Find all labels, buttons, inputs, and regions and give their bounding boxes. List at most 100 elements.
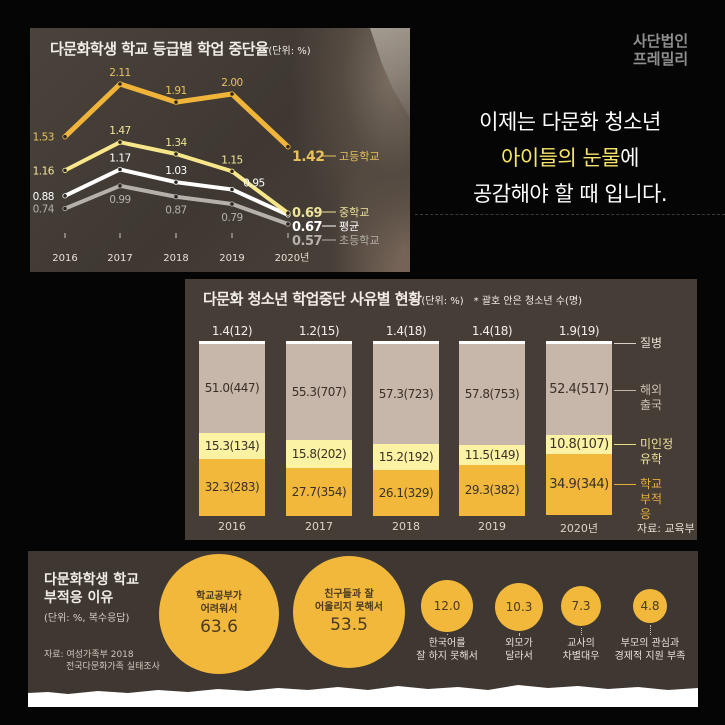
data-point (62, 193, 68, 199)
bar-segment-질병 (546, 341, 612, 344)
bar-segment-해외-출국: 52.4(517) (546, 344, 612, 436)
bar-year-label: 2020년 (559, 522, 599, 535)
data-point (229, 168, 235, 174)
bar-segment-미인정-유학: 15.2(192) (373, 443, 439, 471)
data-point (229, 201, 235, 207)
bubble-value: 63.6 (200, 617, 238, 637)
data-point (173, 179, 179, 185)
bar-segment-질병 (199, 341, 265, 344)
bubble-leader (581, 628, 582, 635)
data-point (229, 186, 235, 193)
bar-chart-unit: (단위: %) (421, 296, 464, 307)
bubble-label: 어려워서 (200, 604, 238, 615)
bar-top-label: 1.4(12) (211, 324, 253, 338)
bubble-value: 10.3 (505, 600, 533, 614)
bar-segment-미인정-유학: 15.8(202) (286, 440, 352, 468)
bubble-chart-source: 자료: 여성가족부 2018 전국다문화가족 실태조사 (44, 649, 160, 673)
bar-segment-미인정-유학: 10.8(107) (546, 435, 612, 454)
bubble-chart-unit: (단위: %, 복수응답) (44, 613, 130, 624)
bubble-caption-line: 달라서 (505, 651, 533, 662)
bubble-label: 친구들과 잘 (324, 589, 374, 600)
value-label: 0.95 (243, 177, 264, 189)
bubble-caption-line: 교사의 (567, 638, 595, 649)
bar-chart-source: 자료: 교육부 (637, 522, 695, 535)
data-point (62, 167, 68, 173)
decorative-divider (415, 214, 725, 216)
legend-label-고등학교: 고등학교 (339, 150, 379, 163)
value-label: 1.53 (33, 132, 54, 144)
data-point (117, 166, 123, 173)
legend-maladjustment: 학교 부적응 (640, 477, 663, 521)
bubble-source-line1: 자료: 여성가족부 2018 (44, 650, 134, 660)
bubble-label: 어울리지 못해서 (315, 602, 383, 613)
x-axis-label: 2017 (107, 253, 132, 264)
legend-label-평균: 평균 (339, 220, 359, 233)
end-value-label: 1.42 (292, 149, 325, 165)
line-chart-title: 다문화학생 학교 등급별 학업 중단율(단위: %) (50, 38, 311, 59)
bar-top-label: 1.4(18) (471, 324, 513, 338)
line-chart-unit: (단위: %) (268, 46, 311, 57)
bar-segment-학교-부적응: 26.1(329) (373, 470, 439, 516)
bar-top-label: 1.4(18) (385, 324, 427, 338)
bubble-caption-line: 부모의 관심과 (620, 638, 680, 649)
end-value-label: 0.67 (292, 220, 323, 235)
bubble-value: 53.5 (330, 615, 368, 635)
value-label: 0.74 (33, 204, 55, 216)
headline-line3: 공감해야 할 때 입니다. (472, 182, 668, 206)
bubble-chart-panel: 다문화학생 학교 부적응 이유 (단위: %, 복수응답) 자료: 여성가족부 … (28, 551, 698, 707)
bubble-3: 12.0 (421, 580, 473, 632)
torn-paper-edge (28, 685, 698, 707)
x-axis-label: 2020년 (275, 252, 310, 264)
legend-leader-study (614, 444, 636, 445)
bubble-value: 7.3 (571, 599, 591, 613)
bar-segment-학교-부적응: 34.9(344) (546, 453, 612, 515)
bubble-label: 학교공부가 (196, 591, 242, 602)
bubble-title-line1: 다문화학생 학교 (44, 572, 140, 588)
bar-segment-질병 (286, 341, 352, 344)
bubble-caption-line: 잘 하지 못해서 (416, 651, 478, 662)
bubble-caption-line: 경제적 지원 부족 (614, 651, 686, 662)
data-point (117, 81, 123, 87)
value-label: 0.88 (33, 191, 54, 203)
bar-segment-미인정-유학: 11.5(149) (459, 444, 525, 465)
data-point (117, 183, 123, 189)
data-point (173, 151, 179, 157)
legend-abroad: 해외 출국 (640, 383, 663, 412)
value-label: 1.16 (33, 165, 55, 177)
line-chart-plot: 2016 2017 2018 2019 2020년 1.53 2.11 1.91 2.00 1.4… (33, 67, 380, 264)
bubble-4: 10.3 (495, 583, 543, 631)
headline: 이제는 다문화 청소년 아이들의 눈물에 공감해야 할 때 입니다. (420, 104, 720, 212)
bar-segment-해외-출국: 57.8(753) (459, 344, 525, 445)
headline-line2-rest: 에 (620, 146, 639, 170)
headline-line1: 이제는 다문화 청소년 (479, 110, 661, 134)
logo-line1: 사단법인 (633, 32, 689, 50)
legend-leader-maladj (614, 484, 636, 485)
value-label: 1.91 (165, 85, 186, 97)
bar-segment-학교-부적응: 32.3(283) (199, 459, 265, 516)
value-label: 0.79 (221, 212, 242, 224)
bubble-caption: 한국어를 잘 하지 못해서 (397, 637, 497, 663)
value-label: 1.34 (165, 137, 187, 149)
line-chart-panel: 다문화학생 학교 등급별 학업 중단율(단위: %) 2016 2017 2018 2… (30, 28, 410, 272)
data-point (173, 99, 179, 105)
end-value-label: 0.57 (292, 234, 323, 249)
line-chart-title-text: 다문화학생 학교 등급별 학업 중단율 (50, 40, 269, 58)
bubble-leader (650, 625, 651, 635)
bar-chart-title: 다문화 청소년 학업중단 사유별 현황(단위: %) * 괄호 안은 청소년 수(… (203, 288, 582, 309)
legend-label-중학교: 중학교 (339, 206, 369, 219)
bar-segment-해외-출국: 57.3(723) (373, 344, 439, 444)
bubble-chart-title: 다문화학생 학교 부적응 이유 (44, 571, 139, 607)
bar-chart-note: * 괄호 안은 청소년 수(명) (473, 296, 582, 307)
value-label: 0.87 (165, 205, 186, 217)
bar-segment-질병 (459, 341, 525, 344)
bar-segment-해외-출국: 51.0(447) (199, 344, 265, 433)
bubble-value: 12.0 (433, 599, 461, 613)
data-point (117, 139, 123, 145)
bar-chart-title-text: 다문화 청소년 학업중단 사유별 현황 (203, 290, 422, 308)
value-label: 2.11 (109, 67, 130, 79)
legend-leader-ill (614, 343, 636, 344)
bubble-value: 4.8 (640, 599, 660, 613)
headline-highlight: 아이들의 눈물 (501, 146, 621, 170)
bubble-title-line2: 부적응 이유 (44, 590, 114, 606)
